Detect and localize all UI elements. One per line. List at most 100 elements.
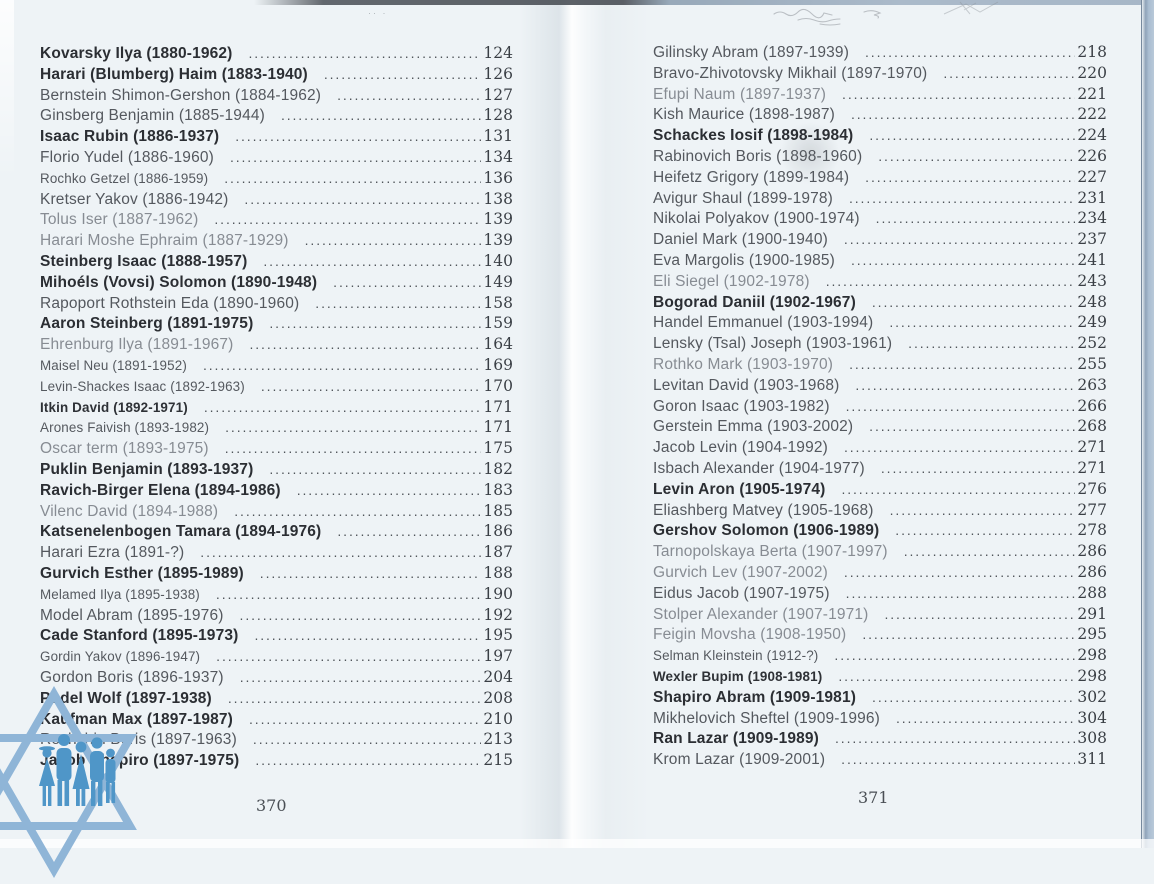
scan-left-edge — [0, 0, 14, 180]
index-entry-row: Rabinovich Boris (1898-1960) ...........… — [653, 147, 1107, 168]
index-entry-row: Levin Aron (1905-1974) .................… — [653, 480, 1107, 501]
entry-leader-dots: ........................................… — [849, 355, 1075, 372]
entry-name: Ginsberg Benjamin (1885-1944) — [40, 107, 265, 125]
index-entry-row: Heifetz Grigory (1899-1984) ............… — [653, 168, 1107, 189]
entry-page-number: 220 — [1077, 63, 1107, 82]
right-page-entries: Gilinsky Abram (1897-1939) .............… — [653, 43, 1107, 771]
entry-leader-dots: ........................................… — [224, 440, 481, 457]
entry-name: Kretser Yakov (1886-1942) — [40, 190, 229, 208]
index-entry-row: Levin-Shackes Isaac (1892-1963) ........… — [40, 377, 513, 398]
scan-smudge — [773, 8, 882, 26]
entry-name: Katsenelenbogen Tamara (1894-1976) — [40, 523, 322, 541]
entry-leader-dots: ........................................… — [841, 480, 1075, 497]
entry-leader-dots: ........................................… — [224, 169, 481, 186]
entry-name: Shapiro Abram (1909-1981) — [653, 688, 857, 706]
entry-leader-dots: ........................................… — [903, 543, 1075, 560]
entry-page-number: 308 — [1077, 729, 1107, 748]
entry-leader-dots: ........................................… — [889, 501, 1075, 518]
entry-name: Melamed Ilya (1895-1938) — [40, 586, 200, 602]
entry-page-number: 263 — [1077, 375, 1107, 394]
index-entry-row: Bravo-Zhivotovsky Mikhail (1897-1970) ..… — [653, 64, 1107, 85]
index-entry-row: Kaufman Max (1897-1987) ................… — [40, 710, 513, 731]
index-entry-row: Florio Yudel (1886-1960) ...............… — [40, 148, 513, 169]
entry-page-number: 175 — [483, 439, 513, 458]
index-entry-row: Selman Kleinstein (1912-?) .............… — [653, 646, 1107, 667]
entry-page-number: 241 — [1077, 250, 1107, 269]
entry-name: Model Abram (1895-1976) — [40, 606, 224, 624]
entry-leader-dots: ........................................… — [869, 418, 1075, 435]
entry-name: Mihoéls (Vovsi) Solomon (1890-1948) — [40, 273, 318, 291]
entry-leader-dots: ........................................… — [908, 335, 1075, 352]
entry-name: Puklin Benjamin (1893-1937) — [40, 460, 254, 478]
index-entry-row: Cade Stanford (1895-1973) ..............… — [40, 626, 513, 647]
entry-page-number: 164 — [483, 335, 513, 354]
entry-name: Gurvich Esther (1895-1989) — [40, 564, 244, 582]
entry-leader-dots: ........................................… — [248, 710, 481, 727]
entry-name: Gershov Solomon (1906-1989) — [653, 522, 880, 540]
entry-page-number: 158 — [483, 293, 513, 312]
entry-name: Efupi Naum (1897-1937) — [653, 85, 827, 103]
entry-page-number: 136 — [483, 168, 513, 187]
entry-leader-dots: ........................................… — [845, 397, 1075, 414]
index-entry-row: Gilinsky Abram (1897-1939) .............… — [653, 43, 1107, 64]
index-entry-row: Wexler Bupim (1908-1981) ...............… — [653, 667, 1107, 688]
entry-page-number: 298 — [1077, 646, 1107, 665]
entry-page-number: 291 — [1077, 604, 1107, 623]
entry-leader-dots: ........................................… — [333, 273, 481, 290]
index-entry-row: Gurvich Esther (1895-1989) .............… — [40, 564, 513, 585]
entry-leader-dots: ........................................… — [315, 294, 481, 311]
entry-page-number: 218 — [1077, 43, 1107, 61]
index-entry-row: Kretser Yakov (1886-1942) ..............… — [40, 190, 513, 211]
entry-leader-dots: ........................................… — [280, 107, 481, 124]
entry-leader-dots: ........................................… — [229, 148, 481, 165]
index-entry-row: Mikhelovich Sheftel (1909-1996) ........… — [653, 709, 1107, 730]
scan-corner-mark — [943, 1, 999, 15]
entry-name: Eva Margolis (1900-1985) — [653, 251, 835, 269]
entry-leader-dots: ........................................… — [244, 190, 481, 207]
index-entry-row: Harari (Blumberg) Haim (1883-1940) .....… — [40, 65, 513, 86]
entry-page-number: 302 — [1077, 687, 1107, 706]
entry-leader-dots: ........................................… — [269, 315, 481, 332]
entry-page-number: 231 — [1077, 188, 1107, 207]
entry-name: Kish Maurice (1898-1987) — [653, 106, 835, 124]
entry-leader-dots: ........................................… — [337, 523, 481, 540]
entry-name: Aaron Steinberg (1891-1975) — [40, 315, 254, 333]
entry-page-number: 195 — [483, 626, 513, 645]
entry-leader-dots: ........................................… — [895, 709, 1075, 726]
entry-name: Lensky (Tsal) Joseph (1903-1961) — [653, 335, 893, 353]
entry-name: Harari Moshe Ephraim (1887-1929) — [40, 232, 289, 250]
entry-name: Harari (Blumberg) Haim (1883-1940) — [40, 65, 308, 83]
entry-leader-dots: ........................................… — [337, 86, 481, 103]
page-right-edge — [1141, 0, 1154, 848]
entry-page-number: 140 — [483, 251, 513, 270]
entry-leader-dots: ........................................… — [269, 460, 481, 477]
entry-name: Stolper Alexander (1907-1971) — [653, 605, 869, 623]
entry-name: Daniel Mark (1900-1940) — [653, 231, 828, 249]
index-entry-row: Tolus Iser (1887-1962) .................… — [40, 210, 513, 231]
entry-page-number: 298 — [1077, 666, 1107, 685]
entry-leader-dots: ........................................… — [304, 232, 481, 249]
entry-leader-dots: ........................................… — [871, 293, 1075, 310]
entry-name: Steinberg Isaac (1888-1957) — [40, 252, 248, 270]
index-entry-row: Ginsberg Benjamin (1885-1944) ..........… — [40, 106, 513, 127]
index-entry-row: Gerstein Emma (1903-2002) ..............… — [653, 417, 1107, 438]
entry-page-number: 187 — [483, 543, 513, 562]
index-entry-row: Efupi Naum (1897-1937) .................… — [653, 85, 1107, 106]
index-entry-row: Puklin Benjamin (1893-1937) ............… — [40, 460, 513, 481]
entry-leader-dots: ........................................… — [850, 251, 1075, 268]
entry-page-number: 311 — [1077, 750, 1107, 769]
index-entry-row: Aaron Steinberg (1891-1975) ............… — [40, 314, 513, 335]
entry-page-number: 210 — [483, 709, 513, 728]
entry-page-number: 271 — [1077, 438, 1107, 457]
index-entry-row: Katsenelenbogen Tamara (1894-1976) .....… — [40, 522, 513, 543]
entry-leader-dots: ........................................… — [825, 272, 1075, 289]
index-entry-row: Vilenc David (1894-1988) ...............… — [40, 502, 513, 523]
index-entry-row: Harari Ezra (1891-?) ...................… — [40, 543, 513, 564]
entry-leader-dots: ........................................… — [202, 356, 481, 373]
index-entry-row: Stolper Alexander (1907-1971) ..........… — [653, 605, 1107, 626]
entry-leader-dots: ........................................… — [834, 647, 1075, 664]
index-entry-row: Ravich-Birger Elena (1894-1986) ........… — [40, 481, 513, 502]
index-entry-row: Goron Isaac (1903-1982) ................… — [653, 397, 1107, 418]
index-entry-row: Nikolai Polyakov (1900-1974) ...........… — [653, 209, 1107, 230]
index-entry-row: Ehrenburg Ilya (1891-1967) .............… — [40, 335, 513, 356]
